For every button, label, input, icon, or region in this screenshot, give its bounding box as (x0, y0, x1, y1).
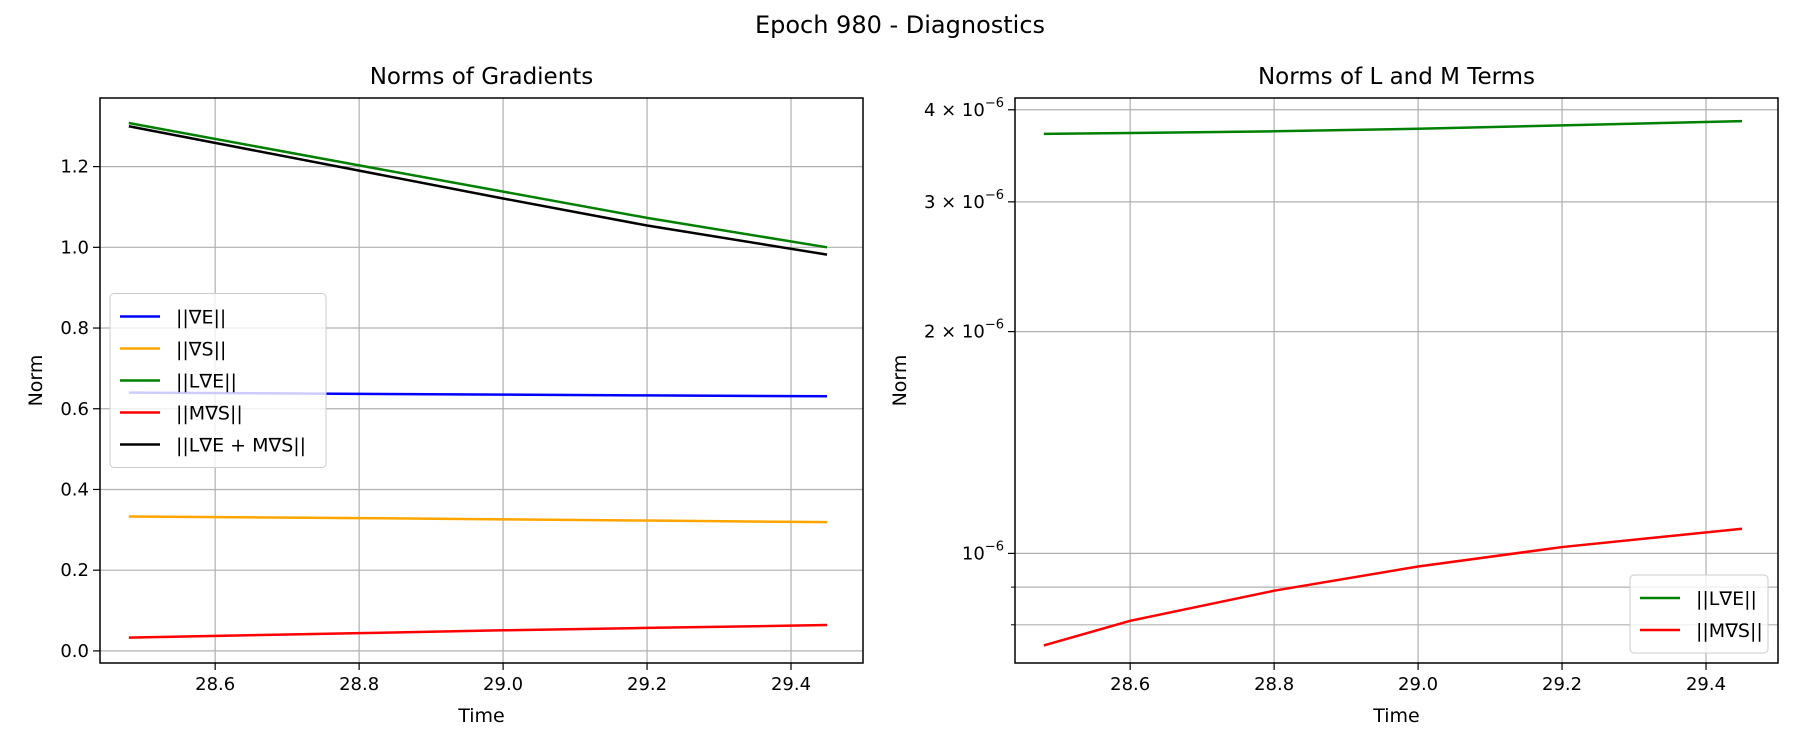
y-tick-label: 4 × 10−6 (924, 96, 1004, 121)
y-tick-label-exponent: −6 (985, 188, 1004, 203)
y-tick-label-exponent: −6 (985, 96, 1004, 111)
y-tick-label-base: 3 × 10 (924, 192, 985, 213)
x-tick-label: 28.6 (195, 674, 235, 695)
series-line-2 (1043, 527, 1743, 647)
y-tick-label: 2 × 10−6 (924, 318, 1004, 343)
x-tick-label: 29.0 (483, 674, 523, 695)
y-tick-label: 0.8 (60, 318, 89, 339)
y-tick-label-base: 10 (962, 543, 985, 564)
legend-label: ||M∇S|| (176, 403, 243, 425)
legend-box (1629, 574, 1769, 654)
gradients-norm-chart: Norms of Gradients 28.6 28.8 29.0 29.2 29.4 0… (25, 64, 864, 727)
legend-label: ||∇S|| (176, 339, 226, 361)
series-line-4 (128, 623, 828, 639)
series-line-3 (128, 121, 828, 249)
y-tick-label-base: 4 × 10 (924, 100, 985, 121)
y-axis-label: Norm (25, 355, 47, 407)
legend-label: ||∇E|| (176, 307, 226, 329)
legend-box (109, 293, 327, 468)
legend-label: ||L∇E + M∇S|| (176, 435, 306, 457)
legend: ||∇E|| ||∇S|| ||L∇E|| ||M∇S|| ||L∇E + M∇S|| (109, 293, 327, 468)
l-m-terms-norm-chart: Norms of L and M Terms 28.6 28.8 29.0 29.2 2… (889, 64, 1779, 727)
chart-title: Norms of Gradients (370, 64, 594, 90)
y-tick-label: 0.0 (60, 641, 89, 662)
y-tick-label: 3 × 10−6 (924, 188, 1004, 213)
series-line-2 (128, 515, 828, 524)
y-tick-label: 0.2 (60, 560, 89, 581)
y-tick-label-base: 2 × 10 (924, 322, 985, 343)
plot-frame (1014, 97, 1779, 664)
x-tick-label: 28.8 (339, 674, 379, 695)
y-tick-label: 1.2 (60, 157, 89, 178)
legend-label: ||L∇E|| (176, 371, 237, 393)
y-tick-label: 1.0 (60, 237, 89, 258)
x-tick-label: 29.4 (771, 674, 811, 695)
y-tick-label: 0.4 (60, 479, 89, 500)
plot-frame (99, 97, 864, 664)
legend-label: ||M∇S|| (1696, 620, 1763, 642)
figure-title: Epoch 980 - Diagnostics (755, 11, 1045, 39)
x-axis-label: Time (457, 705, 505, 727)
chart-title: Norms of L and M Terms (1258, 64, 1535, 90)
y-tick-label: 0.6 (60, 399, 89, 420)
y-tick-label-exponent: −6 (985, 539, 1004, 554)
x-tick-label: 29.2 (1542, 674, 1582, 695)
x-tick-label: 28.8 (1254, 674, 1294, 695)
x-tick-label: 28.6 (1110, 674, 1150, 695)
y-tick-label: 10−6 (962, 539, 1004, 564)
x-tick-label: 29.0 (1398, 674, 1438, 695)
legend: ||L∇E|| ||M∇S|| (1629, 574, 1769, 654)
legend-label: ||L∇E|| (1696, 588, 1757, 610)
series-line-1 (1043, 119, 1743, 136)
x-tick-label: 29.2 (627, 674, 667, 695)
series-line-5 (128, 125, 828, 256)
x-axis-label: Time (1372, 705, 1420, 727)
y-tick-label-exponent: −6 (985, 318, 1004, 333)
y-axis-label: Norm (889, 355, 911, 407)
x-tick-label: 29.4 (1686, 674, 1726, 695)
